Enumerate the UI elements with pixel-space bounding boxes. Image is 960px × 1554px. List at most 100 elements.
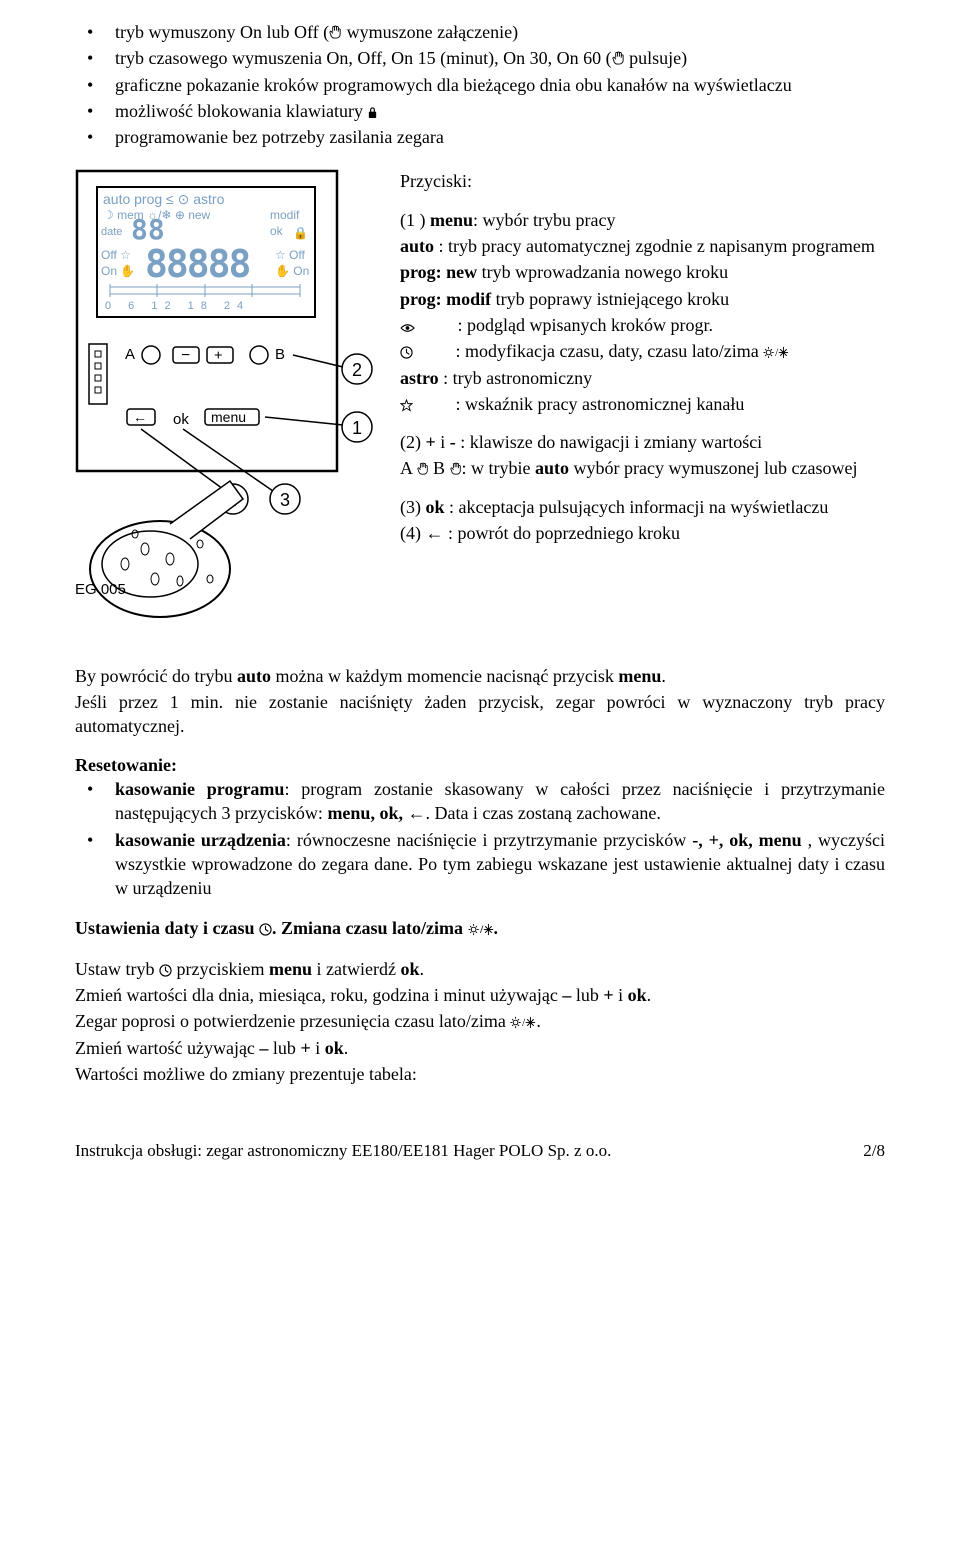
body-para1: By powrócić do trybu auto można w każdym… (75, 664, 885, 688)
text: lub (268, 1038, 300, 1058)
lcd-time: 88888 (145, 242, 250, 286)
btn-a-label: A (125, 346, 135, 363)
text: i (436, 432, 450, 452)
text: tryb poprawy istniejącego kroku (491, 289, 729, 309)
text: + (426, 432, 436, 452)
lcd-on-right: ✋ On (275, 264, 309, 278)
list-item: kasowanie urządzenia: równoczesne naciśn… (115, 828, 885, 901)
sunsnow-icon (510, 1016, 536, 1029)
lcd-ok: ok (270, 224, 284, 238)
set-line5: Wartości możliwe do zmiany prezentuje ta… (75, 1062, 885, 1086)
list-item: kasowanie programu: program zostanie ska… (115, 777, 885, 826)
text: graficzne pokazanie kroków programowych … (115, 75, 792, 95)
text: (3) (400, 497, 426, 517)
lcd-off-right: ☆ Off (275, 248, 306, 262)
text: przyciskiem (172, 959, 269, 979)
text: – (562, 985, 571, 1005)
text: Zmień wartości dla dnia, miesiąca, roku,… (75, 985, 562, 1005)
text: (2) (400, 432, 426, 452)
btn-menu-label: menu (211, 409, 246, 425)
footer-right: 2/8 (863, 1140, 885, 1163)
text: . Data i czas zostaną zachowane. (425, 803, 660, 823)
clock-icon (259, 923, 272, 936)
reset-list: kasowanie programu: program zostanie ska… (75, 777, 885, 900)
text: . (494, 918, 499, 938)
text: -, +, ok, menu (692, 830, 802, 850)
text: . (419, 959, 424, 979)
reset-title: Resetowanie: (75, 753, 885, 777)
list-item: programowanie bez potrzeby zasilania zeg… (115, 125, 885, 149)
lcd-date: date (101, 226, 122, 238)
text: menu (430, 210, 473, 230)
feature-list: tryb wymuszony On lub Off ( wymuszone za… (75, 20, 885, 149)
text: lub (571, 985, 603, 1005)
text: : klawisze do nawigacji i zmiany wartośc… (456, 432, 762, 452)
btn-back-label: ← (133, 411, 147, 426)
text: By powrócić do trybu (75, 666, 237, 686)
text: : podgląd wpisanych kroków progr. (453, 315, 713, 335)
text: Resetowanie: (75, 755, 177, 775)
text: menu (269, 959, 312, 979)
btn-ok-label: ok (173, 411, 189, 428)
text: kasowanie programu (115, 779, 284, 799)
hand-icon (417, 462, 429, 476)
text: auto (237, 666, 271, 686)
text: (1 ) (400, 210, 430, 230)
text: menu, ok, ← (327, 803, 425, 823)
text: Ustaw tryb (75, 959, 159, 979)
device-diagram: auto prog ≤ ⊙ astro ☽ mem ☼/❄ ⊕ new modi… (75, 169, 380, 645)
text: : równoczesne naciśnięcie i przytrzymani… (286, 830, 692, 850)
text: wybór pracy wymuszonej lub czasowej (569, 458, 857, 478)
text: ok (426, 497, 445, 517)
balloon-2: 2 (352, 360, 362, 380)
hand-icon (612, 51, 625, 66)
text: B (429, 458, 450, 478)
text: ok (325, 1038, 344, 1058)
text: tryb wymuszony On lub Off ( (115, 22, 329, 42)
text: ok (400, 959, 419, 979)
set-line3: Zegar poprosi o potwierdzenie przesunięc… (75, 1009, 885, 1033)
text: programowanie bez potrzeby zasilania zeg… (115, 127, 444, 147)
set-line2: Zmień wartości dla dnia, miesiąca, roku,… (75, 983, 885, 1007)
text: auto (535, 458, 569, 478)
text: . Zmiana czasu lato/zima (272, 918, 468, 938)
text: kasowanie urządzenia (115, 830, 286, 850)
text: prog: modif (400, 289, 491, 309)
text: auto (400, 236, 434, 256)
text: + (603, 985, 613, 1005)
lcd-modif: modif (270, 208, 300, 222)
set-line4: Zmień wartość używając – lub + i ok. (75, 1036, 885, 1060)
text: można w każdym momencie nacisnąć przycis… (271, 666, 618, 686)
body-para2: Jeśli przez 1 min. nie zostanie naciśnię… (75, 690, 885, 739)
text: astro (400, 368, 439, 388)
lcd-off-left: Off ☆ (101, 248, 131, 262)
eg-label: EG 005 (75, 581, 126, 598)
text: : tryb pracy automatycznej zgodnie z nap… (434, 236, 875, 256)
lcd-top-row: auto prog ≤ ⊙ astro (103, 191, 225, 207)
btn-plus-label: + (214, 348, 223, 364)
balloon-1: 1 (352, 418, 362, 438)
text: : tryb astronomiczny (439, 368, 592, 388)
text: menu (618, 666, 661, 686)
eye-icon (400, 323, 415, 333)
lcd-on-left: On ✋ (101, 264, 135, 278)
przyciski-section: Przyciski: (1 ) menu: wybór trybu pracy … (400, 169, 885, 645)
text: . (647, 985, 652, 1005)
lcd-scale: 0 6 12 18 24 (105, 300, 250, 312)
text: i (614, 985, 628, 1005)
text: Zegar poprosi o potwierdzenie przesunięc… (75, 1011, 510, 1031)
text: prog: new (400, 262, 477, 282)
text: + (300, 1038, 310, 1058)
text: tryb wprowadzania nowego kroku (477, 262, 728, 282)
btn-minus-label: − (181, 347, 190, 364)
text: i (311, 1038, 325, 1058)
btn-b-label: B (275, 346, 285, 363)
balloon-3: 3 (280, 490, 290, 510)
clock-icon (400, 346, 413, 359)
text: : modyfikacja czasu, daty, czasu lato/zi… (451, 341, 763, 361)
text: : akceptacja pulsujących informacji na w… (445, 497, 829, 517)
text: możliwość blokowania klawiatury (115, 101, 367, 121)
set-line1: Ustaw tryb przyciskiem menu i zatwierdź … (75, 957, 885, 981)
footer-left: Instrukcja obsługi: zegar astronomiczny … (75, 1140, 611, 1163)
sunsnow-icon (468, 923, 494, 936)
